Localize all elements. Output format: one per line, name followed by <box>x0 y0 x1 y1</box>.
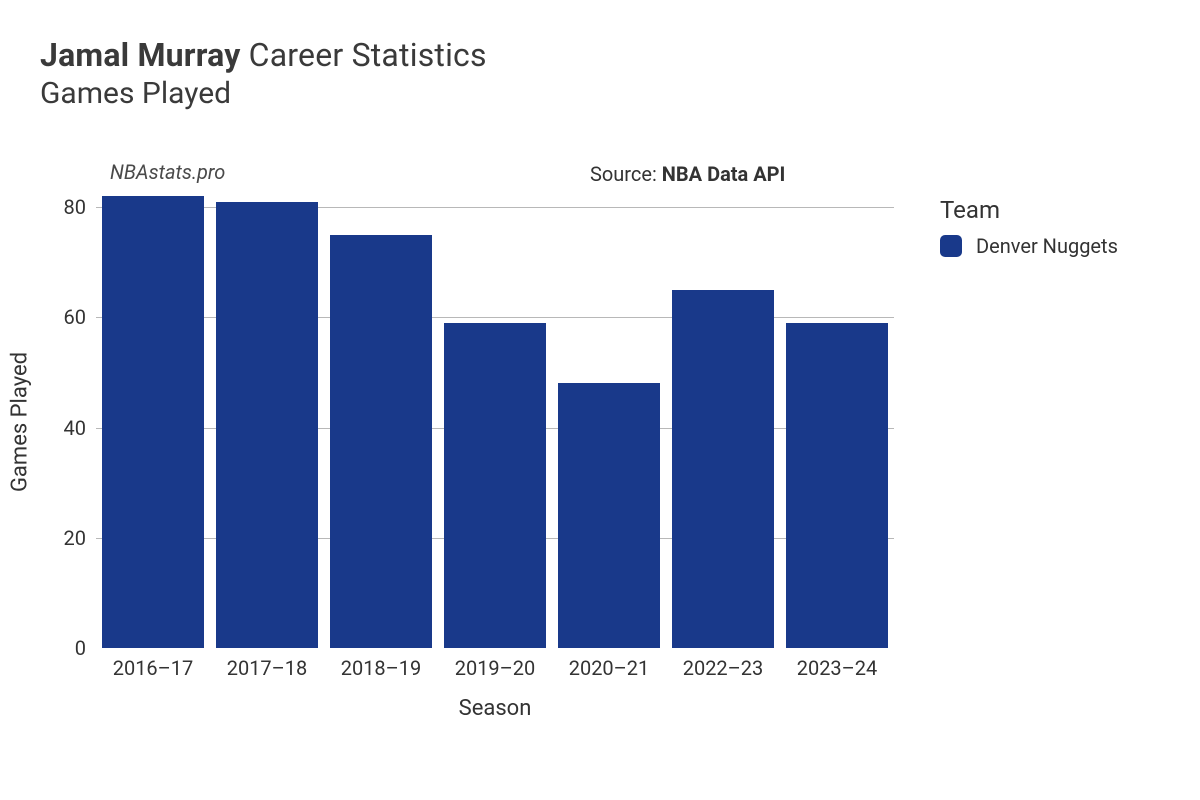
watermark: NBAstats.pro <box>110 160 225 184</box>
x-tick-label: 2017–18 <box>227 648 308 680</box>
y-tick-label: 80 <box>64 195 96 219</box>
bar <box>444 323 547 648</box>
source-name: NBA Data API <box>662 162 786 186</box>
y-tick-label: 60 <box>64 305 96 329</box>
chart-container: Jamal Murray Career Statistics Games Pla… <box>0 0 1200 800</box>
x-tick-label: 2018–19 <box>341 648 422 680</box>
plot-area: 0204060802016–172017–182018–192019–20202… <box>96 196 894 648</box>
x-tick-label: 2016–17 <box>113 648 194 680</box>
x-tick-label: 2022–23 <box>683 648 764 680</box>
legend: Team Denver Nuggets <box>940 196 1118 258</box>
legend-swatch <box>940 235 962 257</box>
source-attribution: Source: NBA Data API <box>590 162 785 186</box>
y-axis-title: Games Played <box>8 352 33 492</box>
bar <box>330 235 433 648</box>
bar <box>102 196 205 648</box>
x-axis-title: Season <box>459 696 532 721</box>
source-prefix: Source: <box>590 162 662 186</box>
y-tick-label: 40 <box>64 416 96 440</box>
bar <box>216 202 319 648</box>
title-block: Jamal Murray Career Statistics Games Pla… <box>40 36 487 111</box>
x-tick-label: 2020–21 <box>569 648 650 680</box>
title-rest: Career Statistics <box>241 36 487 74</box>
y-tick-label: 20 <box>64 526 96 550</box>
x-tick-label: 2019–20 <box>455 648 536 680</box>
bar <box>672 290 775 648</box>
legend-label: Denver Nuggets <box>976 234 1118 258</box>
bar <box>786 323 889 648</box>
y-tick-label: 0 <box>75 636 96 660</box>
chart-title: Jamal Murray Career Statistics <box>40 36 487 74</box>
legend-title: Team <box>940 196 1118 224</box>
x-tick-label: 2023–24 <box>797 648 878 680</box>
chart-subtitle: Games Played <box>40 76 487 111</box>
title-player-name: Jamal Murray <box>40 36 241 74</box>
legend-item: Denver Nuggets <box>940 234 1118 258</box>
bar <box>558 383 661 648</box>
